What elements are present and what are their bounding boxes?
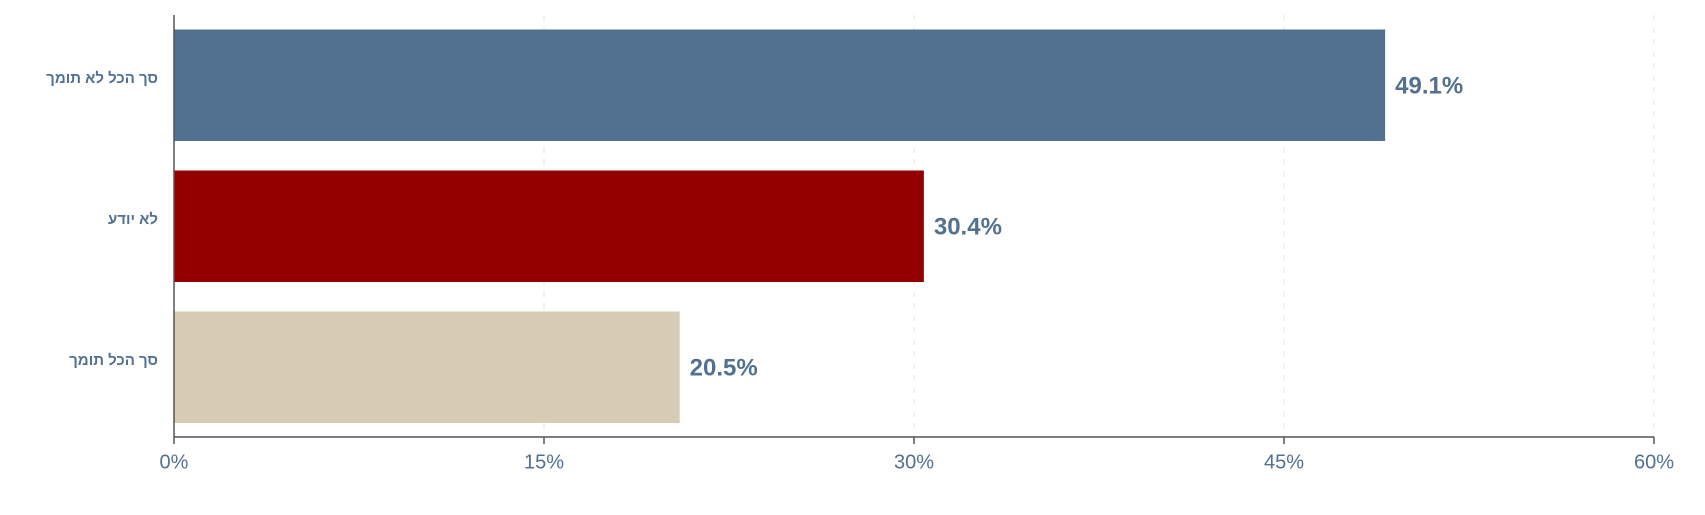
bar [174,311,680,423]
category-label: סך הכל לא תומך [46,70,158,87]
value-label: 20.5% [690,355,758,382]
value-label: 49.1% [1395,73,1463,100]
bar [174,170,924,282]
x-tick-label: 0% [160,451,189,473]
bar [174,29,1386,141]
value-label: 30.4% [934,214,1002,241]
category-label: סך הכל תומך [69,352,158,369]
x-tick-label: 45% [1264,451,1304,473]
category-label: לא יודע [108,211,158,228]
x-tick-label: 15% [524,451,564,473]
x-tick-label: 30% [894,451,934,473]
x-tick-label: 60% [1634,451,1674,473]
